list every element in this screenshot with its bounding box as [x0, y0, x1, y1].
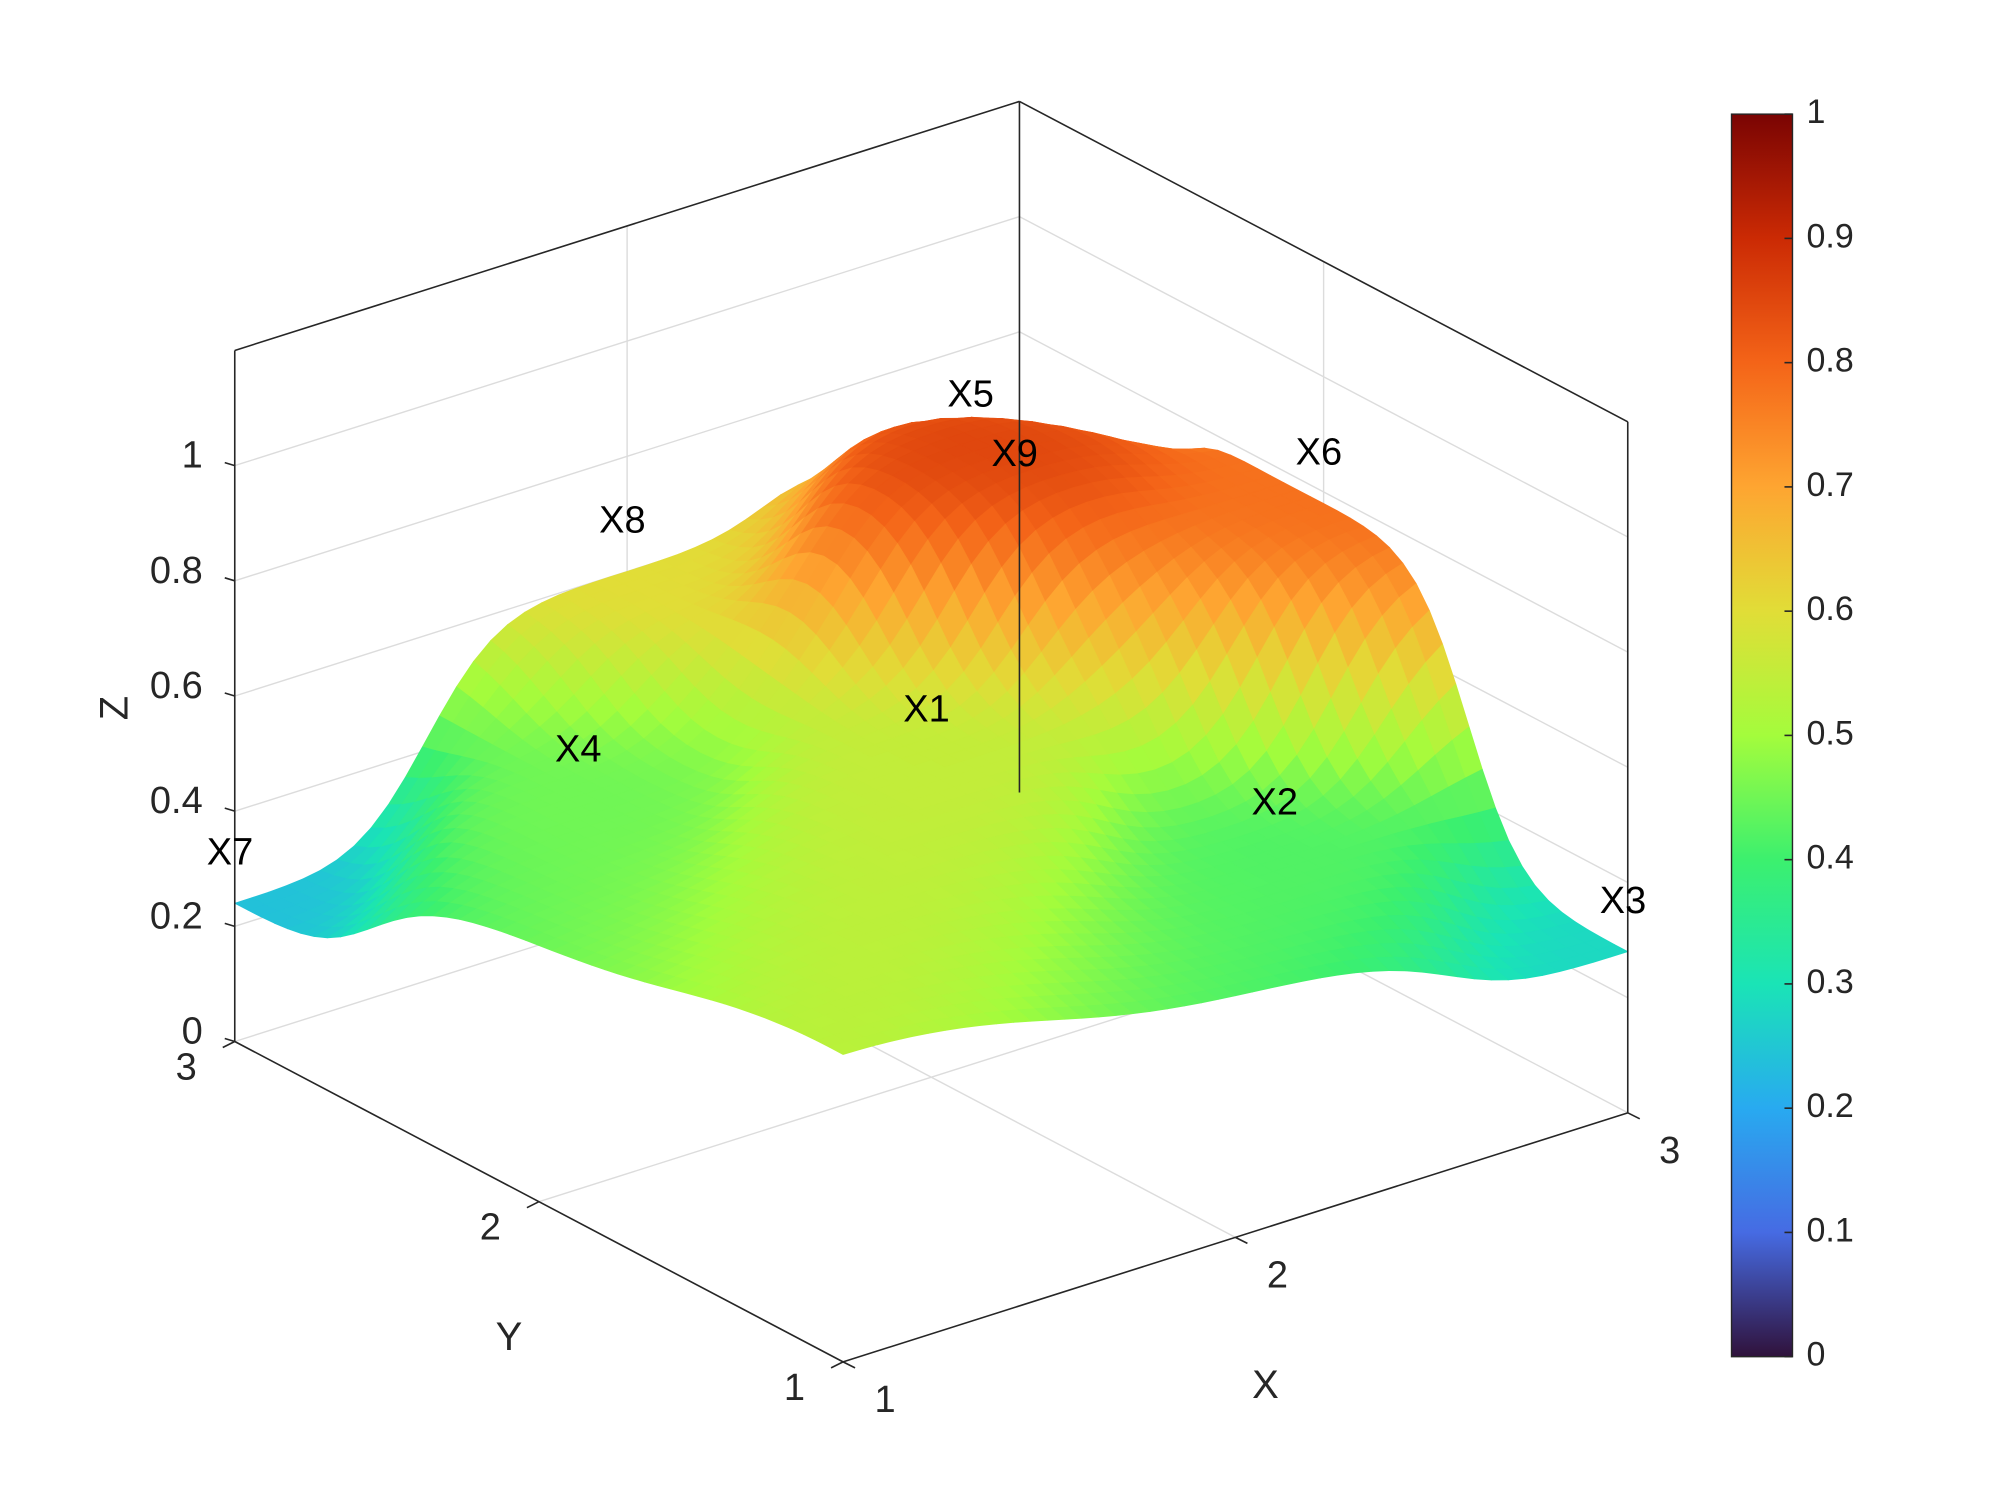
tick-label-y: 1	[784, 1367, 805, 1409]
tick-z	[224, 461, 235, 467]
colorbar-tick-label: 0.2	[1806, 1087, 1853, 1125]
colorbar-tick-label: 0.7	[1806, 466, 1853, 504]
colorbar-scale	[1730, 113, 1794, 1358]
tick-y	[526, 1200, 540, 1209]
point-label-x4: X4	[555, 728, 601, 770]
point-labels: X1 X2 X3 X4 X5 X6 X7 X8 X9	[207, 374, 1646, 922]
tick-label-z: 0.4	[150, 780, 203, 822]
colorbar-tick-label: 0.8	[1806, 342, 1853, 380]
surface	[234, 416, 1629, 1055]
tick-label-y: 3	[176, 1047, 197, 1089]
axis-edge	[234, 1040, 844, 1363]
x-axis-title: X	[1252, 1363, 1279, 1407]
tick-label-x: 1	[874, 1379, 895, 1421]
tick-label-z: 1	[182, 435, 203, 477]
tick-label-x: 2	[1267, 1254, 1288, 1296]
point-label-x8: X8	[599, 500, 645, 542]
axis-edge	[842, 1112, 1628, 1363]
tick-z	[224, 577, 235, 582]
tick-label-z: 0.6	[150, 665, 203, 707]
colorbar-tick-label: 0.6	[1806, 590, 1853, 628]
colorbar-tick-label: 0.5	[1806, 714, 1853, 752]
tick-z	[224, 807, 235, 812]
tick-x	[1627, 1112, 1641, 1120]
point-label-x5: X5	[947, 374, 993, 416]
tick-y	[830, 1361, 844, 1369]
point-label-x7: X7	[207, 832, 253, 874]
colorbar-tick-label: 1	[1806, 93, 1825, 131]
z-axis-title: Z	[92, 696, 136, 720]
point-label-x9: X9	[991, 433, 1037, 475]
colorbar-tick-label: 0.3	[1806, 963, 1853, 1001]
tick-y	[222, 1040, 236, 1049]
tick-z	[224, 922, 235, 928]
colorbar-tick-label: 0.4	[1806, 839, 1853, 877]
tick-x	[842, 1361, 856, 1369]
colorbar-tick-label: 0.1	[1806, 1211, 1853, 1249]
ticks: 0 0.2 0.4 0.6 0.8 1 1 2 3 1 2 3 X Y Z	[92, 435, 1680, 1421]
point-label-x2: X2	[1252, 781, 1298, 823]
colorbar-tick-label: 0	[1806, 1336, 1825, 1374]
colorbar-tick-label: 0.9	[1806, 217, 1853, 255]
tick-label-z: 0.2	[150, 895, 203, 937]
tick-z	[224, 692, 235, 697]
axis-edge	[234, 100, 1020, 352]
colorbar: 0 0.1 0.2 0.3 0.4 0.5 0.6 0.7 0.8 0.9 1	[1730, 93, 1854, 1374]
point-label-x3: X3	[1600, 880, 1646, 922]
tick-label-x: 3	[1659, 1130, 1680, 1172]
tick-label-y: 2	[480, 1207, 501, 1249]
point-label-x1: X1	[903, 689, 949, 731]
axis-edge	[1019, 100, 1629, 423]
y-axis-title: Y	[496, 1315, 523, 1359]
tick-label-z: 0.8	[150, 550, 203, 592]
point-label-x6: X6	[1296, 432, 1342, 474]
tick-label-z: 0	[182, 1011, 203, 1053]
tick-x	[1235, 1236, 1248, 1245]
tick-z	[224, 1037, 235, 1043]
